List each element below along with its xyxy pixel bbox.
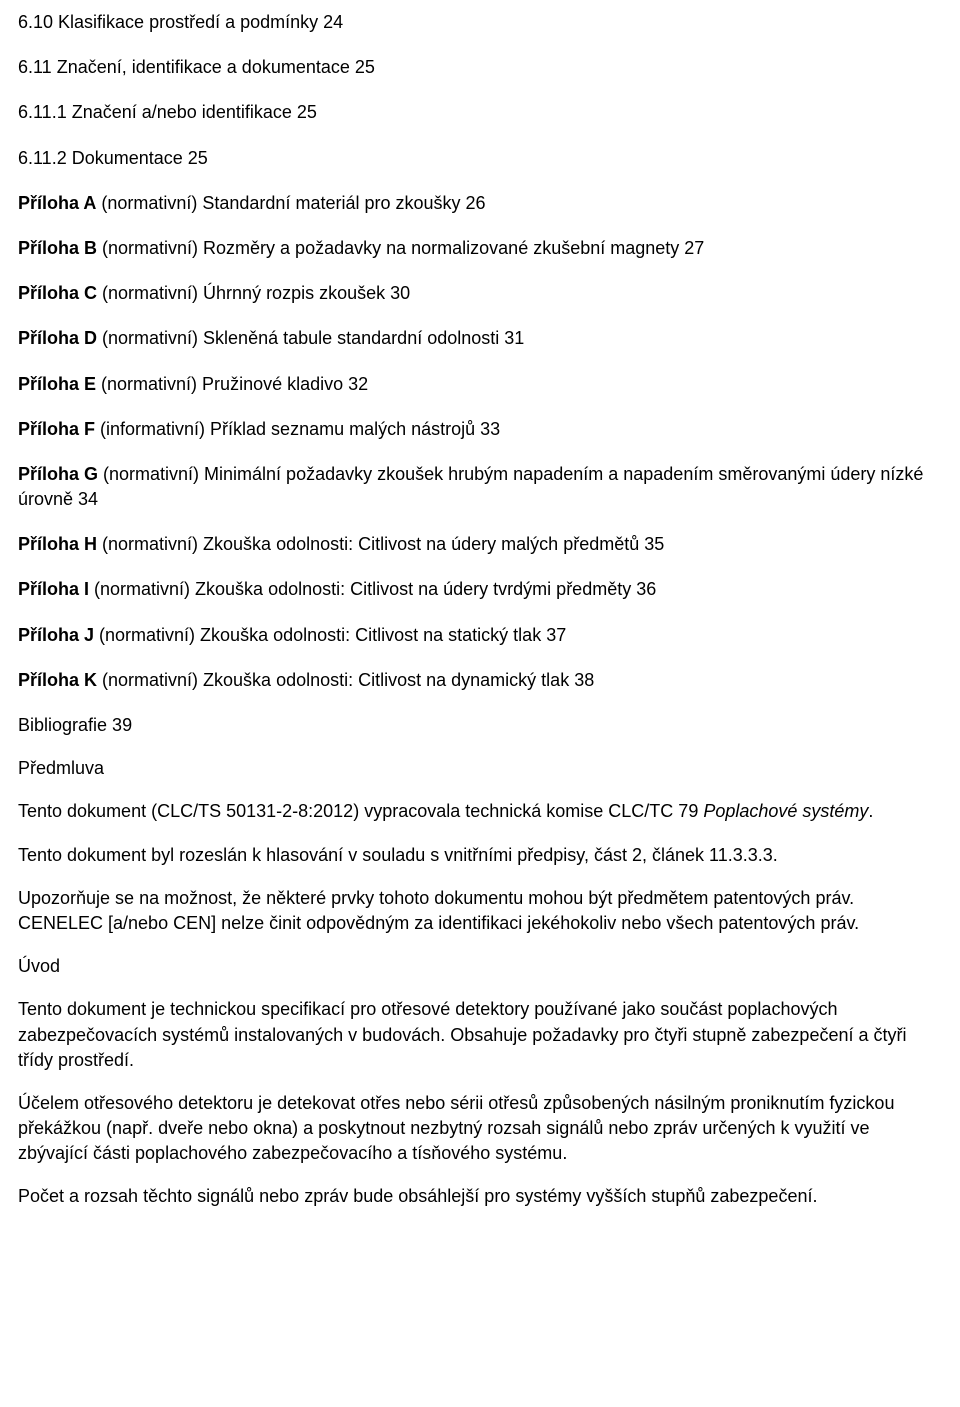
- annex-label: Příloha J: [18, 625, 94, 645]
- annex-rest: (normativní) Zkouška odolnosti: Citlivos…: [97, 670, 594, 690]
- annex-rest: (normativní) Zkouška odolnosti: Citlivos…: [89, 579, 656, 599]
- toc-line-annex: Příloha H (normativní) Zkouška odolnosti…: [18, 532, 942, 557]
- toc-line-annex: Příloha K (normativní) Zkouška odolnosti…: [18, 668, 942, 693]
- paragraph-italic: Poplachové systémy: [703, 801, 868, 821]
- toc-line: 6.10 Klasifikace prostředí a podmínky 24: [18, 10, 942, 35]
- annex-rest: (normativní) Skleněná tabule standardní …: [97, 328, 524, 348]
- paragraph: Počet a rozsah těchto signálů nebo zpráv…: [18, 1184, 942, 1209]
- annex-rest: (normativní) Úhrnný rozpis zkoušek 30: [97, 283, 410, 303]
- heading-predmluva: Předmluva: [18, 756, 942, 781]
- toc-line: 6.11 Značení, identifikace a dokumentace…: [18, 55, 942, 80]
- toc-line: 6.11.2 Dokumentace 25: [18, 146, 942, 171]
- annex-label: Příloha K: [18, 670, 97, 690]
- toc-line-annex: Příloha I (normativní) Zkouška odolnosti…: [18, 577, 942, 602]
- annex-label: Příloha I: [18, 579, 89, 599]
- paragraph: Účelem otřesového detektoru je detekovat…: [18, 1091, 942, 1167]
- annex-label: Příloha F: [18, 419, 95, 439]
- annex-rest: (normativní) Minimální požadavky zkoušek…: [18, 464, 923, 509]
- paragraph: Upozorňuje se na možnost, že některé prv…: [18, 886, 942, 936]
- annex-rest: (normativní) Standardní materiál pro zko…: [96, 193, 485, 213]
- paragraph: Tento dokument byl rozeslán k hlasování …: [18, 843, 942, 868]
- annex-rest: (informativní) Příklad seznamu malých ná…: [95, 419, 500, 439]
- annex-label: Příloha H: [18, 534, 97, 554]
- annex-label: Příloha E: [18, 374, 96, 394]
- paragraph: Tento dokument (CLC/TS 50131-2-8:2012) v…: [18, 799, 942, 824]
- annex-rest: (normativní) Zkouška odolnosti: Citlivos…: [97, 534, 664, 554]
- annex-rest: (normativní) Rozměry a požadavky na norm…: [97, 238, 704, 258]
- paragraph-text: Tento dokument (CLC/TS 50131-2-8:2012) v…: [18, 801, 703, 821]
- toc-line-annex: Příloha E (normativní) Pružinové kladivo…: [18, 372, 942, 397]
- toc-line-annex: Příloha F (informativní) Příklad seznamu…: [18, 417, 942, 442]
- toc-line-annex: Příloha A (normativní) Standardní materi…: [18, 191, 942, 216]
- paragraph-text: .: [868, 801, 873, 821]
- annex-rest: (normativní) Pružinové kladivo 32: [96, 374, 368, 394]
- annex-label: Příloha G: [18, 464, 98, 484]
- toc-line-annex: Příloha G (normativní) Minimální požadav…: [18, 462, 942, 512]
- toc-line-annex: Příloha D (normativní) Skleněná tabule s…: [18, 326, 942, 351]
- annex-label: Příloha A: [18, 193, 96, 213]
- toc-line: 6.11.1 Značení a/nebo identifikace 25: [18, 100, 942, 125]
- annex-rest: (normativní) Zkouška odolnosti: Citlivos…: [94, 625, 566, 645]
- bibliography-line: Bibliografie 39: [18, 713, 942, 738]
- toc-line-annex: Příloha J (normativní) Zkouška odolnosti…: [18, 623, 942, 648]
- annex-label: Příloha B: [18, 238, 97, 258]
- annex-label: Příloha D: [18, 328, 97, 348]
- heading-uvod: Úvod: [18, 954, 942, 979]
- toc-line-annex: Příloha C (normativní) Úhrnný rozpis zko…: [18, 281, 942, 306]
- paragraph: Tento dokument je technickou specifikací…: [18, 997, 942, 1073]
- annex-label: Příloha C: [18, 283, 97, 303]
- toc-line-annex: Příloha B (normativní) Rozměry a požadav…: [18, 236, 942, 261]
